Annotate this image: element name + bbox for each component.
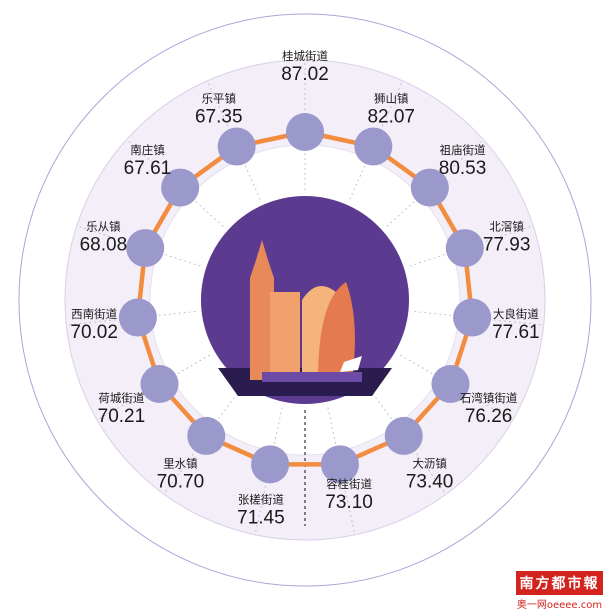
node-name-label: 石湾镇街道 (460, 391, 518, 405)
node-value-label: 73.10 (325, 492, 373, 513)
center-illustration (201, 196, 409, 404)
data-node (431, 365, 470, 403)
data-node (118, 298, 157, 337)
data-node (251, 445, 290, 484)
node-value-label: 68.08 (80, 234, 128, 255)
data-node (217, 127, 256, 166)
node-name-label: 乐平镇 (202, 91, 237, 105)
radial-guide (164, 388, 241, 493)
data-node (187, 416, 226, 455)
data-node (286, 113, 324, 151)
sail-building (318, 282, 355, 380)
node-value-label: 82.07 (367, 106, 415, 127)
radial-guide (349, 82, 403, 200)
radial-guide (327, 407, 355, 533)
radial-guide (369, 388, 446, 493)
building-mid (270, 292, 300, 380)
data-node (320, 445, 359, 484)
node-name-label: 里水镇 (163, 457, 198, 471)
node-value-label: 70.21 (98, 406, 146, 427)
node-value-label: 67.61 (124, 158, 172, 179)
node-name-label: 张槎街道 (238, 492, 284, 506)
radial-guide (68, 311, 196, 326)
plaza (262, 372, 362, 382)
node-value-label: 67.35 (195, 106, 243, 127)
radial-guide (127, 140, 224, 227)
data-node (445, 229, 484, 268)
logo-site: 奥一网oeeee.com (516, 600, 603, 611)
radial-guide (255, 407, 283, 533)
radial-guide (414, 311, 542, 326)
node-value-label: 73.40 (406, 472, 454, 493)
radial-guide (386, 140, 483, 227)
data-node (126, 229, 165, 268)
data-node (384, 416, 423, 455)
node-name-label: 大沥镇 (412, 457, 447, 471)
node-value-label: 70.70 (157, 472, 205, 493)
radial-guide (207, 82, 261, 200)
data-node (453, 298, 492, 337)
data-node (161, 168, 200, 207)
node-name-label: 大良街道 (493, 307, 539, 321)
node-name-label: 乐从镇 (86, 219, 121, 233)
radial-guide (409, 226, 532, 267)
node-name-label: 容桂街道 (326, 477, 372, 491)
node-value-label: 70.02 (70, 322, 118, 343)
node-name-label: 西南街道 (71, 307, 117, 321)
radial-guide (98, 354, 210, 420)
newspaper-logo: 南方都市報 奥一网oeeee.com (516, 571, 603, 611)
white-roof (340, 356, 362, 372)
tower (250, 240, 274, 380)
node-name-label: 荷城街道 (98, 391, 144, 405)
node-value-label: 80.53 (439, 158, 487, 179)
data-node (140, 365, 179, 403)
data-node (410, 168, 449, 207)
data-node (354, 127, 393, 166)
logo-brand: 南方都市報 (516, 571, 603, 595)
radial-guide (400, 354, 512, 420)
node-value-label: 71.45 (237, 507, 285, 528)
node-value-label: 77.93 (483, 234, 531, 255)
radial-guide (78, 226, 201, 267)
node-name-label: 祖庙街道 (440, 143, 486, 157)
node-value-label: 77.61 (492, 322, 540, 343)
node-name-label: 狮山镇 (374, 91, 409, 105)
node-name-label: 桂城街道 (282, 49, 328, 63)
node-value-label: 76.26 (465, 406, 513, 427)
node-name-label: 北滘镇 (489, 219, 524, 233)
node-name-label: 南庄镇 (130, 143, 165, 157)
node-value-label: 87.02 (281, 64, 329, 85)
